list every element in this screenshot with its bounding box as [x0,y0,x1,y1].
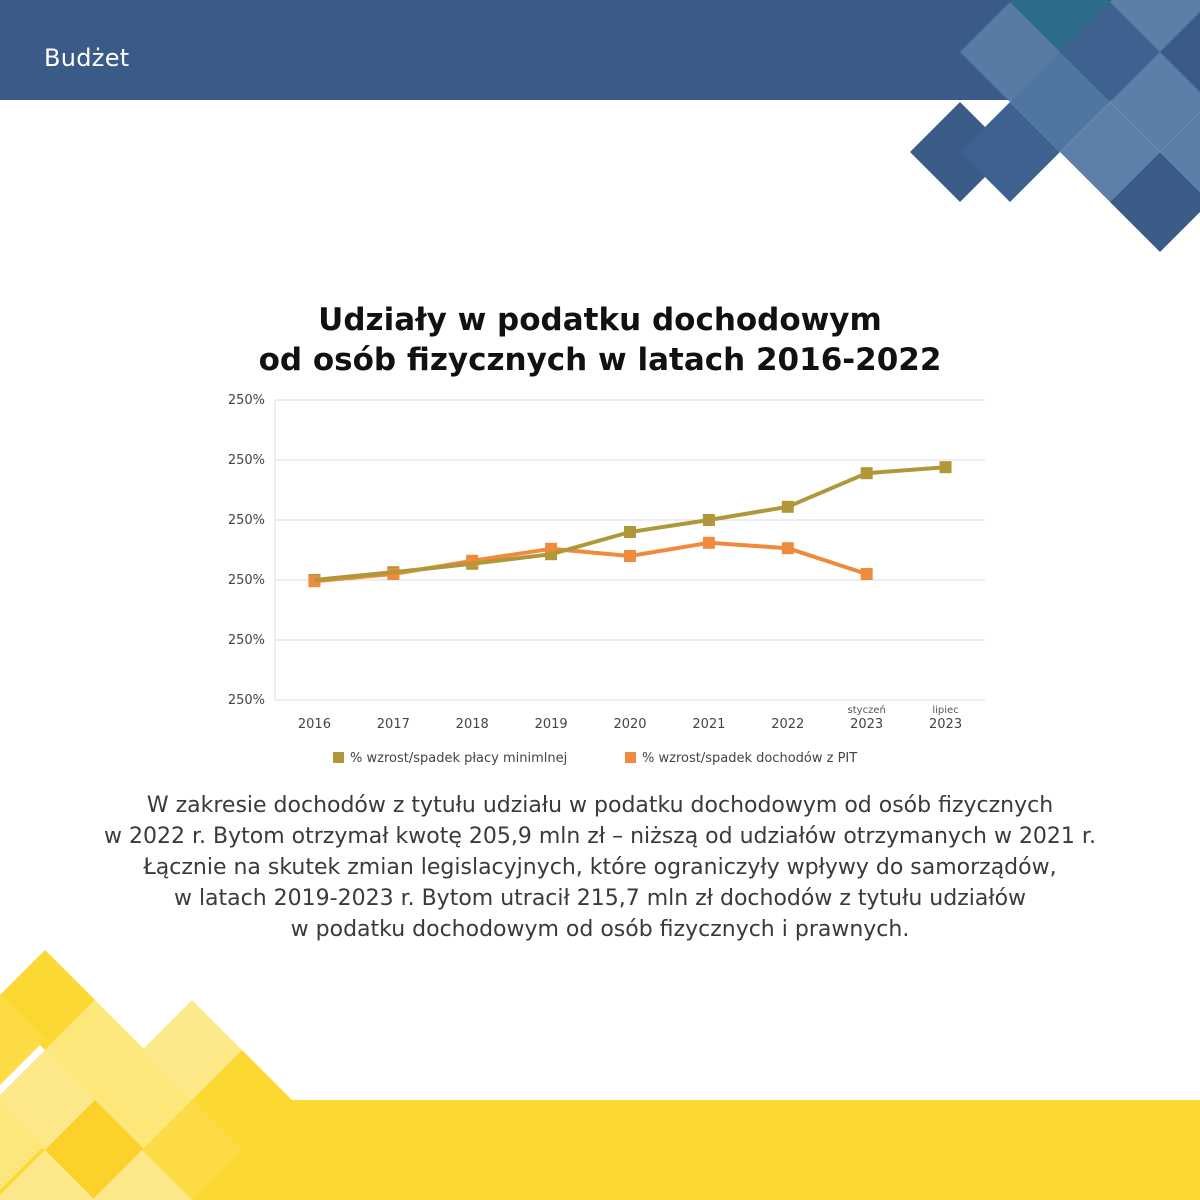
x-tick-label: 2023 [929,717,962,732]
description-line: w podatku dochodowym od osób fizycznych … [290,917,910,942]
footer-band [0,1100,1200,1200]
legend-label: % wzrost/spadek dochodów z PIT [642,751,857,766]
y-tick-label: 250% [228,393,265,408]
series-line-1 [314,465,946,582]
chart-title: Udziały w podatku dochodowym od osób fiz… [0,300,1200,380]
x-tick-sublabel: styczeń [848,704,886,716]
data-point-series-2 [781,542,794,555]
x-tick-sublabel: lipiec [932,705,958,716]
legend-swatch [625,752,636,763]
description-line: w latach 2019-2023 r. Bytom utracił 215,… [173,886,1027,911]
description-line: w 2022 r. Bytom otrzymał kwotę 205,9 mln… [104,824,1096,849]
legend-swatch [333,752,344,763]
y-tick-label: 250% [228,453,265,468]
x-tick-label: 2021 [692,717,725,732]
chart-title-line-1: Udziały w podatku dochodowym [318,302,882,338]
blue-diamond-pattern [910,0,1200,252]
chart-legend: % wzrost/spadek płacy minimlnej % wzrost/… [333,751,857,766]
chart-series [308,461,952,588]
y-tick-label: 250% [228,573,265,588]
description-line: W zakresie dochodów z tytułu udziału w p… [146,793,1054,818]
x-tick-label: 2016 [298,717,331,732]
chart-title-line-2: od osób fizycznych w latach 2016-2022 [258,342,942,378]
x-axis-ticks: 2016 2017 2018 2019 2020 2021 2022styczeń2023l… [298,704,962,732]
y-tick-label: 250% [228,513,265,528]
section-label: Budżet [44,44,130,72]
description-line: Łącznie na skutek zmian legislacyjnych, … [143,855,1057,880]
y-axis-ticks: 250% 250% 250% 250% 250% 250% [228,393,265,708]
data-point-series-2 [702,536,715,549]
description-text: W zakresie dochodów z tytułu udziału w p… [40,790,1160,945]
legend-label: % wzrost/spadek płacy minimlnej [350,751,567,766]
data-point-series-2 [860,568,873,580]
y-tick-label: 250% [228,693,265,708]
x-tick-label: 2019 [535,717,568,732]
x-tick-label: 2018 [456,717,489,732]
x-tick-label: 2023 [850,717,883,732]
y-tick-label: 250% [228,633,265,648]
line-chart: 250% 250% 250% 250% 250% 250% 2016 2017 2018 201… [228,393,985,766]
data-point-series-2 [624,550,636,562]
x-tick-label: 2017 [377,717,410,732]
x-tick-label: 2022 [771,717,804,732]
x-tick-label: 2020 [613,717,646,732]
